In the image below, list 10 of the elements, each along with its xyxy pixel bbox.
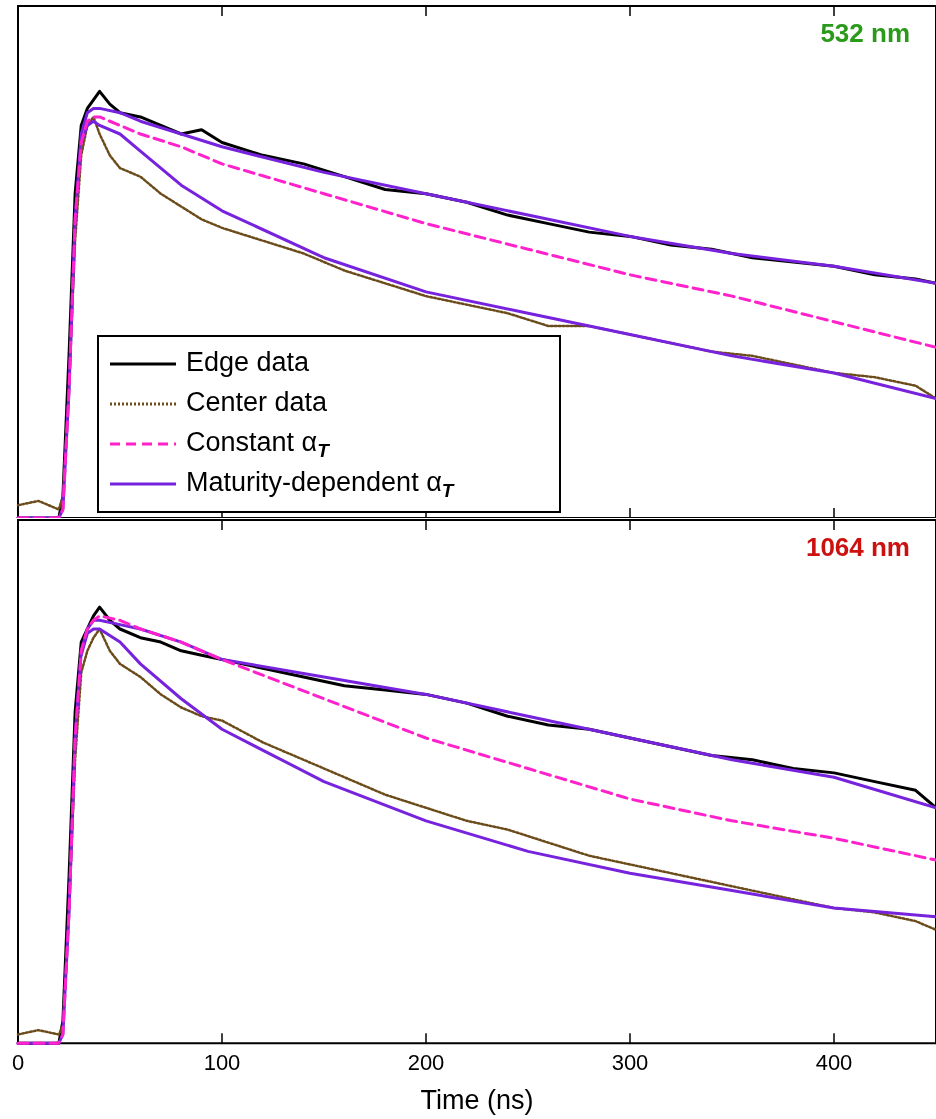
legend-label: Edge data <box>186 347 311 378</box>
legend-label: Center data <box>186 387 329 418</box>
x-tick-label: 100 <box>203 1050 241 1076</box>
x-tick-label: 300 <box>611 1050 649 1076</box>
x-tick-label: 400 <box>815 1050 853 1076</box>
text: 1064 nm <box>805 532 910 563</box>
x-axis-title: Time (ns) <box>420 1085 534 1116</box>
text: 532 nm <box>820 18 910 49</box>
x-tick-label: 200 <box>407 1050 445 1076</box>
x-tick-label: 0 <box>11 1050 25 1076</box>
